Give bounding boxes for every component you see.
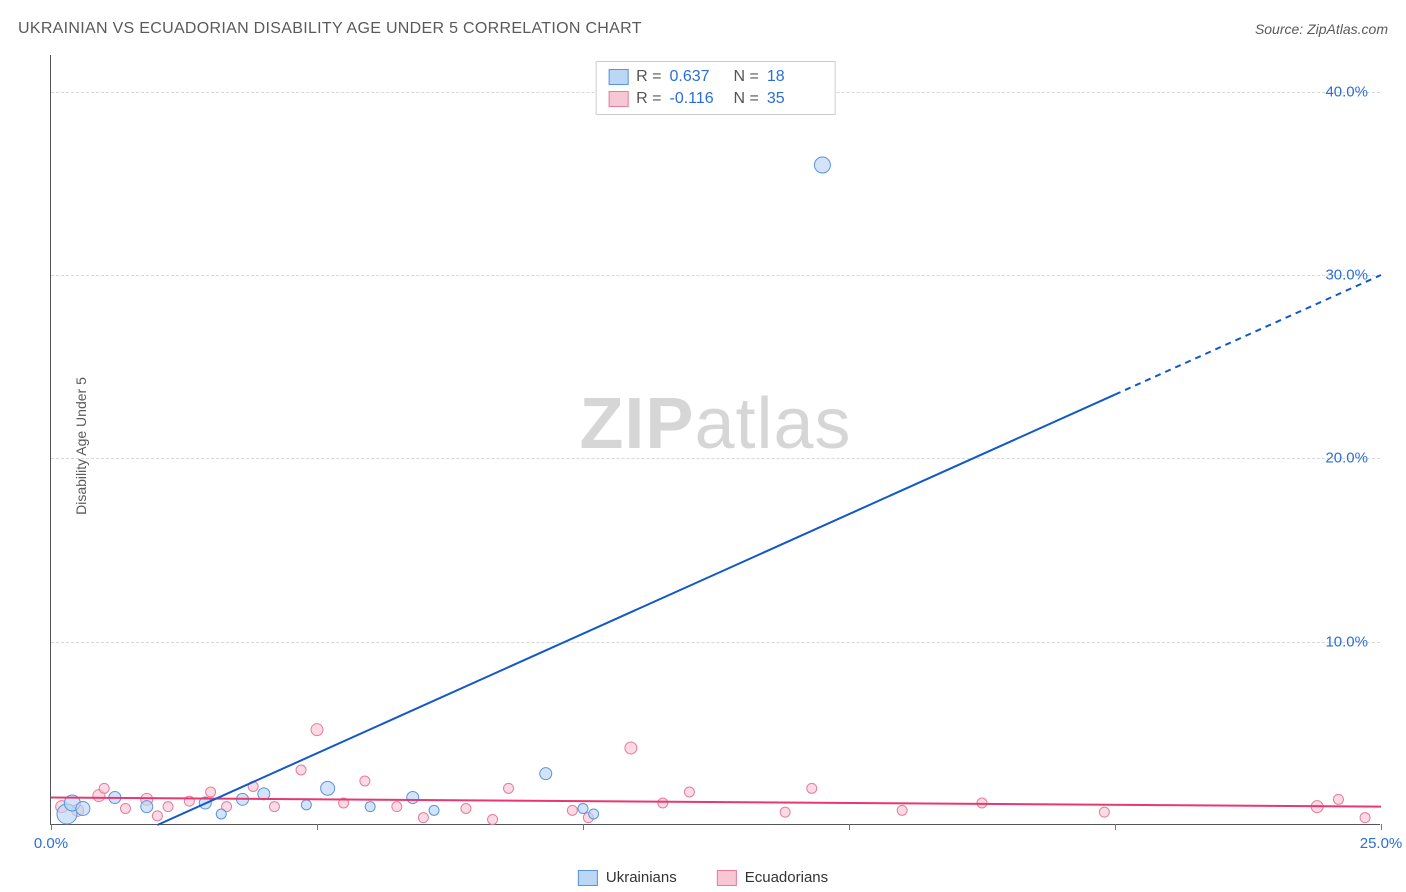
plot-area: ZIPatlas 10.0%20.0%30.0%40.0% R = 0.637 … [50,55,1380,825]
scatter-point [684,787,694,797]
scatter-point [321,781,335,795]
r-label: R = [636,68,661,86]
chart-svg [51,55,1380,824]
scatter-point [540,768,552,780]
r-value-ukrainians: 0.637 [670,68,726,86]
swatch-ecuadorians [717,870,737,886]
scatter-point [567,805,577,815]
bottom-legend: Ukrainians Ecuadorians [578,869,828,886]
n-value-ecuadorians: 35 [767,90,823,108]
scatter-point [578,804,588,814]
trend-line-ecuadorians [51,798,1381,807]
scatter-point [658,798,668,808]
scatter-point [504,783,514,793]
scatter-point [1333,794,1343,804]
scatter-point [141,801,153,813]
scatter-point [76,802,90,816]
scatter-point [1360,813,1370,823]
x-tick-label: 0.0% [34,835,68,852]
title-bar: UKRAINIAN VS ECUADORIAN DISABILITY AGE U… [18,20,1388,38]
scatter-point [807,783,817,793]
scatter-point [625,742,637,754]
source-attribution: Source: ZipAtlas.com [1255,21,1388,37]
scatter-point [392,802,402,812]
scatter-point [120,804,130,814]
scatter-point [407,792,419,804]
scatter-point [99,783,109,793]
scatter-point [216,809,226,819]
stats-row-ukrainians: R = 0.637 N = 18 [608,66,823,88]
scatter-point [269,802,279,812]
n-value-ukrainians: 18 [767,68,823,86]
scatter-point [429,805,439,815]
scatter-point [814,157,830,173]
stats-legend-box: R = 0.637 N = 18 R = -0.116 N = 35 [595,61,836,115]
r-value-ecuadorians: -0.116 [670,90,726,108]
chart-title: UKRAINIAN VS ECUADORIAN DISABILITY AGE U… [18,20,642,38]
trend-line-ukrainians-solid [157,395,1115,825]
swatch-ukrainians [578,870,598,886]
r-label: R = [636,90,661,108]
scatter-point [1099,807,1109,817]
scatter-point [152,811,162,821]
swatch-ecuadorians [608,91,628,107]
scatter-point [206,787,216,797]
scatter-point [897,805,907,815]
swatch-ukrainians [608,69,628,85]
n-label: N = [734,90,759,108]
trend-line-ukrainians-dashed [1115,275,1381,395]
legend-label-ecuadorians: Ecuadorians [745,869,828,886]
scatter-point [461,804,471,814]
scatter-point [163,802,173,812]
scatter-point [365,802,375,812]
scatter-point [589,809,599,819]
stats-row-ecuadorians: R = -0.116 N = 35 [608,88,823,110]
scatter-point [418,813,428,823]
x-tick-label: 25.0% [1360,835,1403,852]
legend-item-ecuadorians: Ecuadorians [717,869,828,886]
n-label: N = [734,68,759,86]
scatter-point [488,815,498,825]
scatter-point [296,765,306,775]
scatter-point [311,724,323,736]
scatter-point [301,800,311,810]
scatter-point [360,776,370,786]
legend-label-ukrainians: Ukrainians [606,869,677,886]
legend-item-ukrainians: Ukrainians [578,869,677,886]
scatter-point [780,807,790,817]
